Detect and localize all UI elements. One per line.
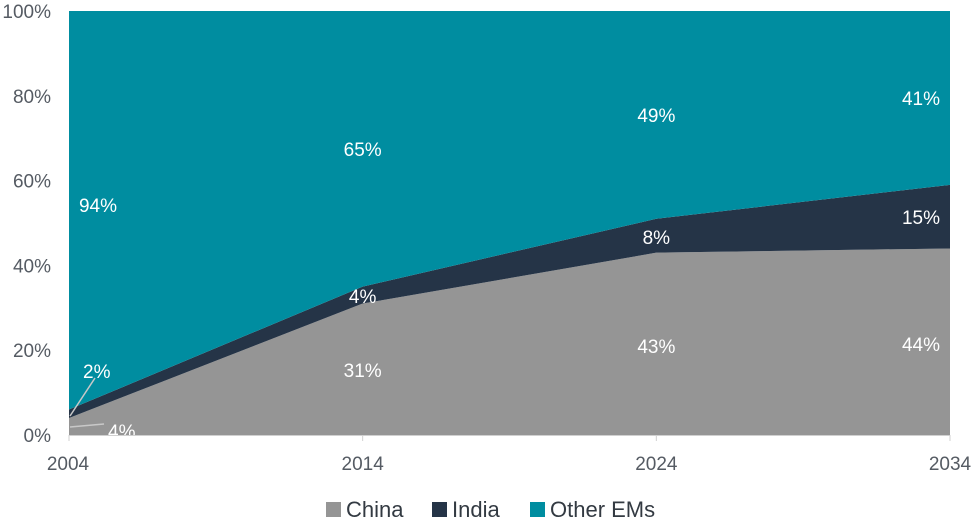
callout-line-india-2004 — [69, 377, 96, 417]
data-label-other-ems-2004: 94% — [79, 196, 117, 217]
legend-label-other-ems: Other EMs — [550, 497, 655, 522]
x-tick-label: 2024 — [635, 454, 678, 475]
areas-layer — [69, 11, 950, 435]
callout-line-china-2004 — [69, 423, 105, 428]
x-tick-label: 2014 — [342, 454, 385, 475]
legend-swatch-india — [432, 502, 447, 517]
data-labels-layer: 4% 31% 43% 44% 2% 4% 8% 15% 94% 65% 49% 41% — [79, 89, 940, 443]
data-label-other-ems-2034: 41% — [902, 89, 940, 110]
x-tick-label: 2004 — [47, 454, 90, 475]
data-label-china-2024: 43% — [637, 337, 675, 358]
y-axis: 0% 20% 40% 60% 80% 100% — [2, 2, 51, 447]
data-label-china-2014: 31% — [344, 361, 382, 382]
legend-label-india: India — [452, 497, 500, 522]
legend-swatch-china — [326, 502, 341, 517]
data-label-other-ems-2024: 49% — [637, 106, 675, 127]
data-label-other-ems-2014: 65% — [344, 140, 382, 161]
area-other-ems — [69, 11, 950, 410]
callouts-layer — [69, 377, 105, 428]
x-axis: 2004 2014 2024 2034 — [47, 435, 972, 475]
y-tick-label: 80% — [13, 87, 51, 108]
data-label-china-2004: 4% — [108, 422, 136, 443]
y-tick-label: 100% — [2, 2, 51, 23]
data-label-india-2034: 15% — [902, 208, 940, 229]
data-label-india-2004: 2% — [83, 362, 111, 383]
data-label-india-2024: 8% — [643, 228, 671, 249]
legend-label-china: China — [346, 497, 404, 522]
area-india — [69, 184, 950, 419]
legend-swatch-other-ems — [530, 502, 545, 517]
area-china — [69, 248, 950, 435]
y-tick-label: 20% — [13, 341, 51, 362]
y-tick-label: 0% — [24, 426, 52, 447]
y-tick-label: 40% — [13, 256, 51, 277]
data-label-china-2034: 44% — [902, 335, 940, 356]
x-tick-label: 2034 — [929, 454, 972, 475]
legend: China India Other EMs — [326, 497, 655, 522]
y-tick-label: 60% — [13, 172, 51, 193]
data-label-india-2014: 4% — [349, 287, 377, 308]
